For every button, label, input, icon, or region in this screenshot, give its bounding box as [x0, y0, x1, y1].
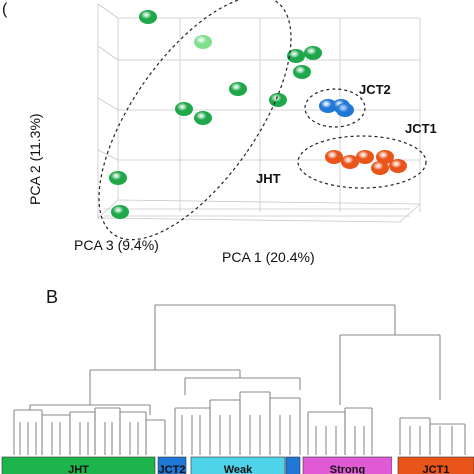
group-segment [1, 456, 156, 474]
group-segment-label: Weak [224, 464, 253, 474]
pca-point-jct2 [336, 103, 354, 117]
group-label-jct2: JCT2 [359, 82, 391, 97]
ellipse-jct1 [297, 135, 427, 189]
pca-point-jht [111, 205, 129, 219]
y-axis-label: PCA 2 (11.3%) [27, 113, 43, 205]
pca-point-jht [304, 46, 322, 60]
pca-3d-box [97, 3, 421, 223]
ellipse-jht [98, 0, 292, 241]
dendrogram: B JHT JCT2 Weak Strong JCT1 [1, 287, 474, 474]
pca-point-jht [293, 65, 311, 79]
group-segment [285, 456, 301, 474]
pca-point-jct1 [341, 155, 359, 169]
group-color-bar: JHT JCT2 Weak Strong JCT1 [1, 456, 474, 474]
group-segment-label: JCT2 [159, 464, 186, 474]
pca-point-jct1 [376, 150, 394, 164]
group-segment-label: JCT1 [423, 464, 450, 474]
pca-point-jht [194, 111, 212, 125]
pca-point-jht [229, 82, 247, 96]
pca-point-jht [287, 49, 305, 63]
panel-b-label: B [46, 287, 58, 307]
pca-point-jht [175, 102, 193, 116]
pca-points [109, 10, 407, 219]
dendrogram-tree [13, 304, 466, 455]
group-segment [392, 457, 398, 474]
group-ellipses [98, 0, 427, 241]
z-axis-label: PCA 3 (9.4%) [74, 237, 159, 253]
group-label-jct1: JCT1 [405, 121, 437, 136]
ellipse-jct2 [304, 88, 366, 128]
pca-point-jct1 [325, 150, 343, 164]
x-axis-label: PCA 1 (20.4%) [222, 249, 315, 265]
group-segment-label: Strong [330, 464, 365, 474]
pca-plot: ( JCT2 JCT1 JHT PCA 2 (11.3%) PCA 3 (9.4… [2, 0, 437, 265]
panel-a-label: ( [2, 1, 8, 18]
pca-point-jht [269, 93, 287, 107]
group-segment [190, 456, 286, 474]
group-segment-label: JHT [68, 464, 89, 474]
pca-point-jht [109, 171, 127, 185]
pca-point-jct1 [356, 150, 374, 164]
pca-point-jht [194, 35, 212, 49]
group-segment [397, 456, 474, 474]
group-label-jht: JHT [256, 171, 281, 186]
pca-point-jct2 [319, 99, 337, 113]
pca-point-jct1 [389, 159, 407, 173]
pca-point-jct1 [371, 161, 389, 175]
group-segment [157, 456, 187, 474]
pca-point-jht [139, 10, 157, 24]
